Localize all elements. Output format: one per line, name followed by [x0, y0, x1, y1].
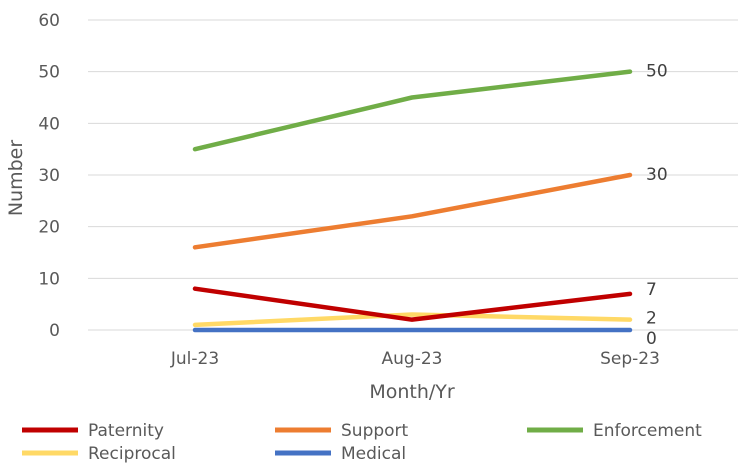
series-line-support [192, 172, 633, 250]
end-label-reciprocal: 2 [646, 309, 657, 329]
x-tick-label: Jul-23 [170, 349, 219, 369]
end-label-support: 30 [646, 165, 668, 185]
x-axis-title: Month/Yr [369, 381, 455, 403]
y-axis-ticks: 0 10 20 30 40 50 60 [38, 11, 60, 341]
legend-label-enforcement: Enforcement [593, 421, 702, 441]
y-tick-label: 50 [38, 63, 60, 83]
end-label-enforcement: 50 [646, 62, 668, 82]
series-line-enforcement [192, 69, 633, 152]
x-tick-label: Aug-23 [382, 349, 443, 369]
y-axis-title: Number [5, 140, 27, 217]
x-tick-label: Sep-23 [600, 349, 660, 369]
y-tick-label: 60 [38, 11, 60, 31]
series-line-paternity [192, 286, 633, 322]
grid-lines [88, 19, 738, 331]
end-data-labels: 7 30 50 20 [646, 62, 668, 349]
y-tick-label: 30 [38, 166, 60, 186]
legend-label-paternity: Paternity [88, 421, 164, 441]
legend-label-reciprocal: Reciprocal [88, 444, 176, 464]
y-tick-label: 0 [49, 321, 60, 341]
legend-label-support: Support [341, 421, 409, 441]
x-axis-ticks: Jul-23 Aug-23 Sep-23 [170, 349, 660, 369]
y-tick-label: 10 [38, 269, 60, 289]
y-tick-label: 40 [38, 114, 60, 134]
series-line-reciprocal [192, 312, 633, 328]
legend: Paternity Support Enforcement Reciprocal Med… [22, 421, 702, 464]
y-tick-label: 20 [38, 218, 60, 238]
end-label-medical: 0 [646, 329, 657, 349]
end-label-paternity: 7 [646, 280, 657, 300]
legend-label-medical: Medical [341, 444, 406, 464]
series-lines [192, 69, 633, 333]
